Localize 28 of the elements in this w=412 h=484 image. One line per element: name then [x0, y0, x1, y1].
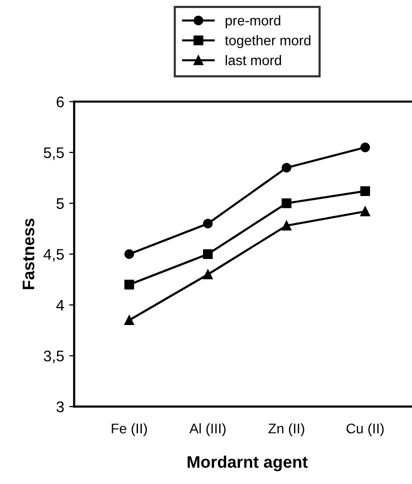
- point: [360, 186, 370, 196]
- x-axis-title: Mordarnt agent: [188, 456, 308, 472]
- point: [360, 142, 370, 152]
- point: [124, 280, 134, 290]
- y-tick-label: 4,5: [44, 249, 64, 262]
- y-tick-label: 3: [56, 401, 64, 412]
- point: [282, 162, 292, 173]
- x-tick-label: Fe (II): [112, 423, 147, 436]
- y-tick-label: 5: [56, 198, 64, 209]
- point: [124, 315, 134, 326]
- point: [360, 206, 370, 216]
- point: [203, 218, 213, 228]
- legend-label: pre-mord: [226, 15, 280, 28]
- point: [282, 220, 292, 230]
- x-tick-label: Zn (II): [268, 423, 304, 436]
- point: [124, 249, 134, 259]
- y-tick-label: 4: [56, 300, 64, 310]
- legend-label: together mord: [225, 35, 310, 48]
- point: [282, 198, 292, 208]
- point: [203, 270, 213, 280]
- y-tick-label: 6: [56, 96, 64, 108]
- point: [203, 249, 213, 259]
- legend-label: last mord: [226, 55, 282, 66]
- y-tick-label: 5,5: [44, 147, 64, 160]
- y-tick-label: 3,5: [44, 350, 64, 364]
- y-axis-title: Fastness: [22, 218, 34, 290]
- x-tick-label: Cu (II): [346, 423, 384, 436]
- x-tick-label: Al (III): [189, 423, 226, 436]
